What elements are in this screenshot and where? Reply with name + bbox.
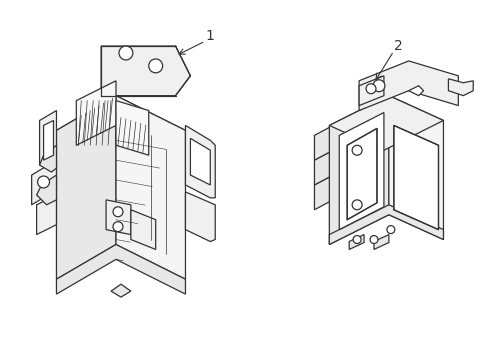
Polygon shape	[358, 76, 383, 105]
Polygon shape	[37, 195, 56, 235]
Polygon shape	[43, 121, 53, 160]
Polygon shape	[37, 175, 56, 205]
Polygon shape	[447, 79, 472, 96]
Circle shape	[351, 145, 361, 155]
Polygon shape	[40, 145, 56, 172]
Polygon shape	[348, 235, 364, 249]
Text: 1: 1	[205, 29, 214, 43]
Circle shape	[113, 207, 122, 217]
Polygon shape	[328, 205, 443, 244]
Circle shape	[369, 235, 377, 243]
Polygon shape	[56, 96, 116, 279]
Circle shape	[372, 80, 384, 92]
Polygon shape	[56, 244, 185, 294]
Polygon shape	[111, 284, 131, 297]
Polygon shape	[56, 96, 185, 165]
Circle shape	[366, 84, 375, 94]
Circle shape	[113, 222, 122, 231]
Circle shape	[386, 226, 394, 234]
Circle shape	[119, 46, 133, 60]
Polygon shape	[116, 96, 185, 279]
Polygon shape	[185, 125, 215, 198]
Polygon shape	[314, 127, 328, 160]
Polygon shape	[346, 129, 376, 220]
Polygon shape	[314, 152, 328, 185]
Polygon shape	[40, 111, 56, 165]
Polygon shape	[314, 177, 328, 210]
Polygon shape	[106, 200, 131, 235]
Polygon shape	[393, 125, 438, 230]
Polygon shape	[328, 96, 388, 244]
Polygon shape	[76, 81, 116, 145]
Polygon shape	[32, 160, 56, 205]
Polygon shape	[373, 235, 388, 249]
Polygon shape	[101, 46, 190, 96]
Text: 2: 2	[394, 39, 402, 53]
Circle shape	[351, 200, 361, 210]
Polygon shape	[131, 210, 155, 249]
Circle shape	[352, 235, 360, 243]
Polygon shape	[339, 113, 383, 230]
Polygon shape	[358, 61, 457, 111]
Polygon shape	[328, 96, 443, 150]
Polygon shape	[408, 86, 423, 96]
Circle shape	[38, 176, 49, 188]
Polygon shape	[185, 192, 215, 242]
Polygon shape	[388, 96, 443, 239]
Polygon shape	[116, 100, 148, 155]
Polygon shape	[190, 138, 210, 185]
Circle shape	[148, 59, 163, 73]
